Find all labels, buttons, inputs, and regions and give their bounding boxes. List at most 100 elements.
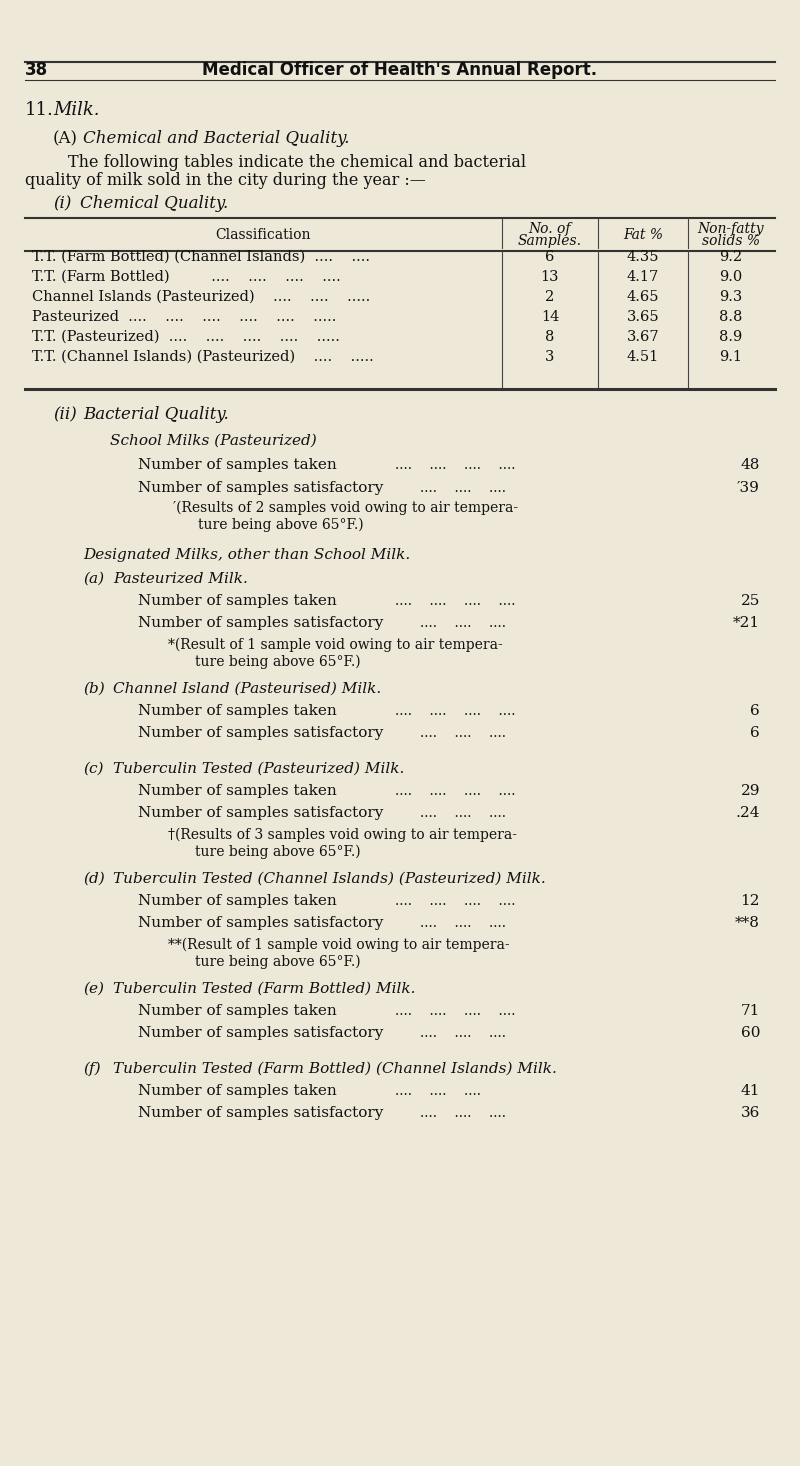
Text: School Milks (Pasteurized): School Milks (Pasteurized): [110, 434, 317, 449]
Text: ....    ....    ....    ....: .... .... .... ....: [395, 594, 515, 608]
Text: (ii): (ii): [53, 406, 77, 424]
Text: Number of samples satisfactory: Number of samples satisfactory: [138, 806, 383, 819]
Text: **(Result of 1 sample void owing to air tempera-: **(Result of 1 sample void owing to air …: [168, 938, 510, 951]
Text: 4.65: 4.65: [626, 290, 659, 303]
Text: 12: 12: [741, 894, 760, 907]
Text: 29: 29: [741, 784, 760, 798]
Text: 6: 6: [546, 251, 554, 264]
Text: Number of samples satisfactory: Number of samples satisfactory: [138, 1026, 383, 1039]
Text: (i): (i): [53, 195, 71, 213]
Text: (e): (e): [83, 982, 104, 995]
Text: ....    ....    ....    ....: .... .... .... ....: [395, 1004, 515, 1017]
Text: Number of samples taken: Number of samples taken: [138, 1083, 337, 1098]
Text: Number of samples taken: Number of samples taken: [138, 704, 337, 718]
Text: T.T. (Farm Bottled) (Channel Islands)  ....    ....: T.T. (Farm Bottled) (Channel Islands) ..…: [32, 251, 370, 264]
Text: Milk.: Milk.: [53, 101, 99, 119]
Text: 8.9: 8.9: [719, 330, 742, 345]
Text: Chemical Quality.: Chemical Quality.: [80, 195, 228, 213]
Text: 6: 6: [750, 726, 760, 740]
Text: 48: 48: [741, 457, 760, 472]
Text: T.T. (Channel Islands) (Pasteurized)    ....    .....: T.T. (Channel Islands) (Pasteurized) ...…: [32, 350, 374, 364]
Text: Number of samples satisfactory: Number of samples satisfactory: [138, 916, 383, 929]
Text: 41: 41: [741, 1083, 760, 1098]
Text: 13: 13: [541, 270, 559, 284]
Text: (c): (c): [83, 762, 103, 776]
Text: ture being above 65°F.): ture being above 65°F.): [195, 954, 361, 969]
Text: 36: 36: [741, 1105, 760, 1120]
Text: Tuberculin Tested (Farm Bottled) Milk.: Tuberculin Tested (Farm Bottled) Milk.: [113, 982, 415, 995]
Text: 4.35: 4.35: [626, 251, 659, 264]
Text: ′39: ′39: [737, 481, 760, 496]
Text: Number of samples taken: Number of samples taken: [138, 894, 337, 907]
Text: (d): (d): [83, 872, 105, 885]
Text: 2: 2: [546, 290, 554, 303]
Text: solids %: solids %: [702, 235, 760, 248]
Text: Channel Island (Pasteurised) Milk.: Channel Island (Pasteurised) Milk.: [113, 682, 382, 696]
Text: **8: **8: [735, 916, 760, 929]
Text: Classification: Classification: [215, 229, 310, 242]
Text: Number of samples satisfactory: Number of samples satisfactory: [138, 616, 383, 630]
Text: Number of samples taken: Number of samples taken: [138, 594, 337, 608]
Text: 11.: 11.: [25, 101, 54, 119]
Text: (f): (f): [83, 1061, 101, 1076]
Text: Fat %: Fat %: [623, 229, 663, 242]
Text: Medical Officer of Health's Annual Report.: Medical Officer of Health's Annual Repor…: [202, 62, 598, 79]
Text: 25: 25: [741, 594, 760, 608]
Text: quality of milk sold in the city during the year :—: quality of milk sold in the city during …: [25, 172, 426, 189]
Text: ....    ....    ....    ....: .... .... .... ....: [395, 894, 515, 907]
Text: T.T. (Pasteurized)  ....    ....    ....    ....    .....: T.T. (Pasteurized) .... .... .... .... .…: [32, 330, 340, 345]
Text: ....    ....    ....    ....: .... .... .... ....: [395, 457, 515, 472]
Text: 3: 3: [546, 350, 554, 364]
Text: Number of samples satisfactory: Number of samples satisfactory: [138, 726, 383, 740]
Text: ....    ....    ....: .... .... ....: [420, 726, 506, 740]
Text: 9.0: 9.0: [719, 270, 742, 284]
Text: Tuberculin Tested (Channel Islands) (Pasteurized) Milk.: Tuberculin Tested (Channel Islands) (Pas…: [113, 872, 546, 885]
Text: 38: 38: [25, 62, 48, 79]
Text: Number of samples taken: Number of samples taken: [138, 1004, 337, 1017]
Text: Number of samples taken: Number of samples taken: [138, 457, 337, 472]
Text: Designated Milks, other than School Milk.: Designated Milks, other than School Milk…: [83, 548, 410, 561]
Text: *21: *21: [733, 616, 760, 630]
Text: Chemical and Bacterial Quality.: Chemical and Bacterial Quality.: [83, 130, 350, 147]
Text: ....    ....    ....: .... .... ....: [420, 1105, 506, 1120]
Text: Bacterial Quality.: Bacterial Quality.: [83, 406, 229, 424]
Text: No. of: No. of: [529, 221, 571, 236]
Text: T.T. (Farm Bottled)         ....    ....    ....    ....: T.T. (Farm Bottled) .... .... .... ....: [32, 270, 341, 284]
Text: †(Results of 3 samples void owing to air tempera-: †(Results of 3 samples void owing to air…: [168, 828, 517, 841]
Text: Pasteurized  ....    ....    ....    ....    ....    .....: Pasteurized .... .... .... .... .... ...…: [32, 309, 336, 324]
Text: ture being above 65°F.): ture being above 65°F.): [198, 517, 364, 532]
Text: ․24: ․24: [735, 806, 760, 819]
Text: 9.1: 9.1: [719, 350, 742, 364]
Text: Non-fatty: Non-fatty: [698, 221, 764, 236]
Text: (a): (a): [83, 572, 104, 586]
Text: 6: 6: [750, 704, 760, 718]
Text: Number of samples satisfactory: Number of samples satisfactory: [138, 481, 383, 496]
Text: 8: 8: [546, 330, 554, 345]
Text: 8.8: 8.8: [719, 309, 742, 324]
Text: Channel Islands (Pasteurized)    ....    ....    .....: Channel Islands (Pasteurized) .... .... …: [32, 290, 370, 303]
Text: 4.51: 4.51: [627, 350, 659, 364]
Text: 60: 60: [741, 1026, 760, 1039]
Text: ture being above 65°F.): ture being above 65°F.): [195, 655, 361, 668]
Text: ....    ....    ....: .... .... ....: [420, 481, 506, 496]
Text: 4.17: 4.17: [627, 270, 659, 284]
Text: The following tables indicate the chemical and bacterial: The following tables indicate the chemic…: [68, 154, 526, 172]
Text: (A): (A): [53, 130, 78, 147]
Text: (b): (b): [83, 682, 105, 696]
Text: 9.3: 9.3: [719, 290, 742, 303]
Text: ....    ....    ....    ....: .... .... .... ....: [395, 704, 515, 718]
Text: Tuberculin Tested (Farm Bottled) (Channel Islands) Milk.: Tuberculin Tested (Farm Bottled) (Channe…: [113, 1061, 557, 1076]
Text: ....    ....    ....    ....: .... .... .... ....: [395, 784, 515, 798]
Text: 3.65: 3.65: [626, 309, 659, 324]
Text: ....    ....    ....: .... .... ....: [420, 916, 506, 929]
Text: ....    ....    ....: .... .... ....: [420, 616, 506, 630]
Text: 9.2: 9.2: [719, 251, 742, 264]
Text: ′(Results of 2 samples void owing to air tempera-: ′(Results of 2 samples void owing to air…: [173, 500, 518, 515]
Text: Tuberculin Tested (Pasteurized) Milk.: Tuberculin Tested (Pasteurized) Milk.: [113, 762, 404, 776]
Text: Number of samples taken: Number of samples taken: [138, 784, 337, 798]
Text: 14: 14: [541, 309, 559, 324]
Text: ....    ....    ....: .... .... ....: [420, 806, 506, 819]
Text: ....    ....    ....: .... .... ....: [420, 1026, 506, 1039]
Text: Samples.: Samples.: [518, 235, 582, 248]
Text: Number of samples satisfactory: Number of samples satisfactory: [138, 1105, 383, 1120]
